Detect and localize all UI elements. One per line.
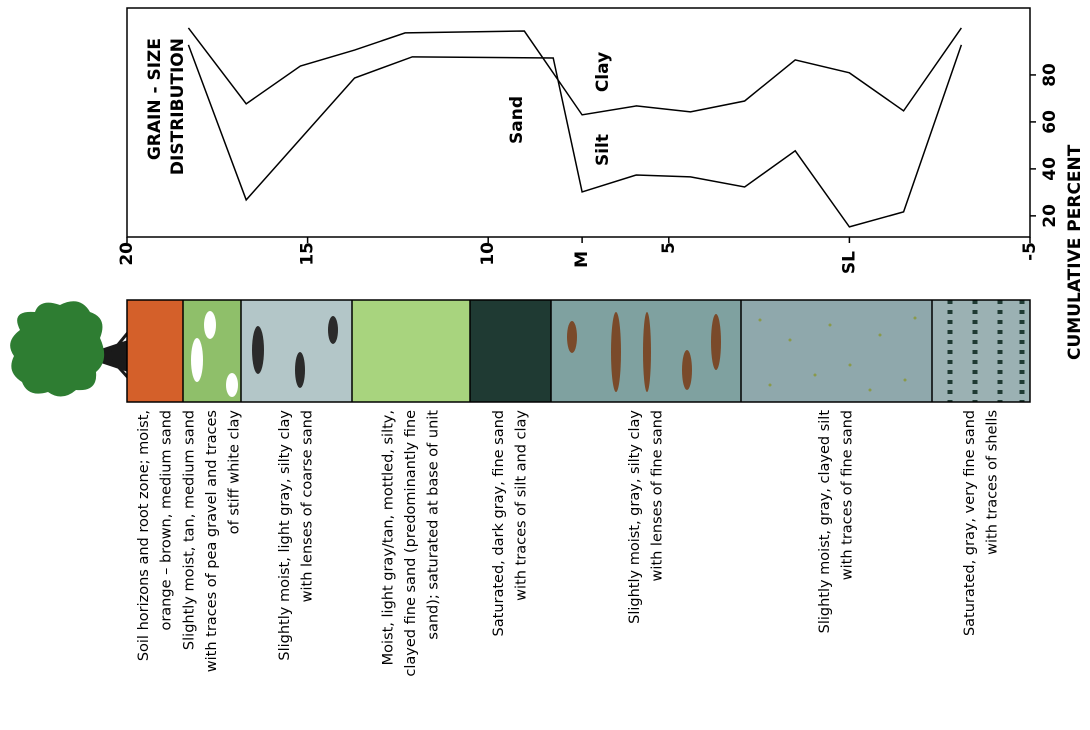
layer-description: with traces of silt and clay <box>513 410 529 601</box>
x-tick-label: 20 <box>117 242 137 266</box>
layer-description: with traces of shells <box>984 410 1000 555</box>
x-tick-label: 5 <box>659 242 679 254</box>
x-tick-label: 10 <box>478 242 498 266</box>
layer-description: Slightly moist, light gray, silty clay <box>277 410 293 661</box>
layer-description: with traces of fine sand <box>839 410 855 580</box>
tree-icon <box>10 301 140 396</box>
y-tick-label: 80 <box>1040 63 1060 87</box>
soil-column <box>127 300 1030 402</box>
region-label: Silt <box>593 134 613 166</box>
layer-description: of stiff white clay <box>227 410 243 535</box>
layer-description: with lenses of fine sand <box>649 410 665 581</box>
layer-description: Saturated, dark gray, fine sand <box>491 410 507 636</box>
layer-description: clayed fine sand (predominantly fine <box>403 410 419 677</box>
layer-description: orange – brown, medium sand <box>158 410 174 631</box>
plot-frame <box>127 8 1030 237</box>
figure: GRAIN - SIZEDISTRIBUTION CUMULATIVE PERCE… <box>0 0 1090 730</box>
y-tick-label: 60 <box>1040 110 1060 134</box>
x-tick-label: 15 <box>298 242 318 266</box>
x-tick-label: -5 <box>1020 242 1040 261</box>
chart-title: DISTRIBUTION <box>168 38 188 175</box>
layer-description: with lenses of coarse sand <box>299 410 315 602</box>
y-tick-label: 40 <box>1040 157 1060 181</box>
layer-description: with traces of pea gravel and traces <box>204 410 220 672</box>
layer-description: Saturated, gray, very fine sand <box>962 410 978 636</box>
layer-description: Slightly moist, gray, silty clay <box>627 410 643 624</box>
marker-label: M <box>572 251 592 268</box>
chart-title: GRAIN - SIZE <box>145 38 165 160</box>
layer-description: Slightly moist, gray, clayed silt <box>817 410 833 634</box>
layer-description: Soil horizons and root zone; moist, <box>136 410 152 661</box>
layer-description: Moist, light gray/tan, mottled, silty, <box>381 410 397 665</box>
series-line <box>188 28 961 115</box>
y-tick-label: 20 <box>1040 204 1060 228</box>
marker-label: SL <box>839 251 859 274</box>
region-label: Sand <box>507 96 527 144</box>
y-axis-label: CUMULATIVE PERCENT <box>1065 144 1085 360</box>
region-label: Clay <box>593 52 613 92</box>
layer-description: sand); saturated at base of unit <box>426 410 442 640</box>
layer-description: Slightly moist, tan, medium sand <box>182 410 198 650</box>
